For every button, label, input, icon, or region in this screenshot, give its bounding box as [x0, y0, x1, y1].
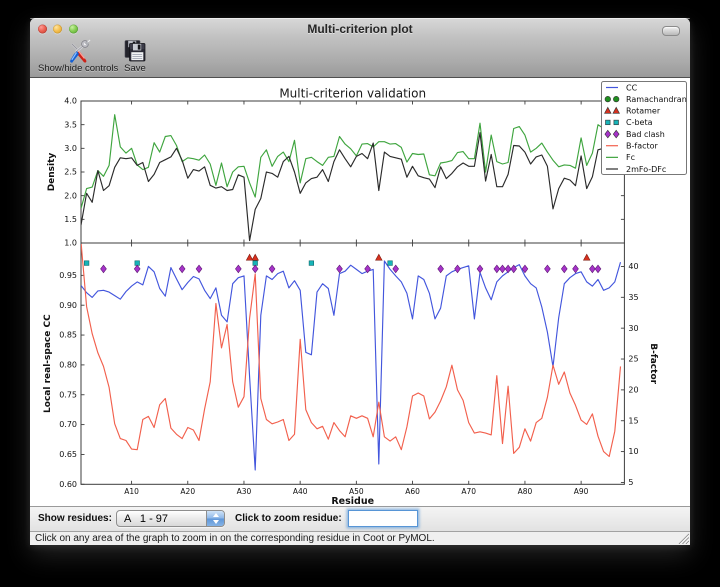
app-window: Multi-criterion plot [30, 18, 690, 545]
save-icon [122, 39, 148, 63]
svg-text:A70: A70 [461, 487, 476, 496]
svg-text:Multi-criterion validation: Multi-criterion validation [279, 87, 426, 101]
save-button[interactable]: Save [115, 40, 155, 76]
svg-text:2.5: 2.5 [64, 168, 77, 177]
svg-text:40: 40 [628, 262, 638, 271]
svg-text:30: 30 [628, 324, 638, 333]
series-B-factor [81, 244, 622, 458]
legend-label-Rotamer: Rotamer [626, 107, 661, 116]
show-hide-controls-button[interactable]: Show/hide controls [38, 39, 119, 76]
svg-text:B-factor: B-factor [648, 343, 658, 384]
legend-label-2mFo-DFc: 2mFo-DFc [626, 165, 666, 174]
zoom-residue-label: Click to zoom residue: [235, 513, 342, 524]
svg-text:A90: A90 [574, 487, 589, 496]
title-bar[interactable]: Multi-criterion plot [30, 18, 690, 40]
svg-text:A80: A80 [518, 487, 533, 496]
close-button[interactable] [37, 24, 47, 34]
svg-text:A50: A50 [349, 487, 364, 496]
controls-bar: Show residues: A 1 - 97 Click to zoom re… [30, 506, 690, 531]
tools-icon [65, 39, 91, 63]
svg-text:3.0: 3.0 [64, 144, 77, 153]
outliers-rotamer [245, 253, 591, 261]
plot-legend: CC Ramachandran Rotamer C-beta Bad clash B-fa… [601, 81, 687, 175]
series-CC [81, 260, 622, 471]
svg-text:25: 25 [628, 355, 638, 364]
svg-text:A30: A30 [237, 487, 252, 496]
window-title: Multi-criterion plot [307, 22, 413, 36]
legend-label-Ramachandran: Ramachandran [626, 95, 687, 104]
svg-text:A10: A10 [124, 487, 139, 496]
svg-text:20: 20 [628, 385, 638, 394]
svg-text:Density: Density [47, 153, 57, 192]
legend-label-C-beta: C-beta [626, 118, 653, 127]
legend-label-B-factor: B-factor [626, 142, 659, 151]
select-stepper-icon[interactable] [206, 511, 224, 526]
svg-text:1.5: 1.5 [64, 215, 77, 224]
toolbar-collapse-pill[interactable] [662, 26, 680, 36]
window-chrome: Multi-criterion plot [30, 18, 690, 78]
svg-text:2.0: 2.0 [64, 191, 77, 200]
svg-text:0.75: 0.75 [59, 390, 77, 399]
svg-text:10: 10 [628, 447, 638, 456]
zoom-button[interactable] [68, 24, 78, 34]
show-residues-label: Show residues: [38, 513, 112, 524]
svg-text:A40: A40 [293, 487, 308, 496]
outliers-c-beta [84, 260, 393, 266]
svg-text:A20: A20 [180, 487, 195, 496]
legend-label-Fc: Fc [626, 153, 635, 162]
svg-text:0.65: 0.65 [59, 450, 77, 459]
multi-criterion-chart[interactable]: Multi-criterion validation A10 A20 A30 A40 A5… [30, 78, 690, 507]
svg-text:Local real-space CC: Local real-space CC [43, 314, 53, 413]
series-2mFo-DFc [81, 132, 621, 242]
svg-text:15: 15 [628, 416, 638, 425]
resize-grip[interactable] [678, 533, 689, 544]
svg-text:5: 5 [628, 478, 633, 487]
svg-text:0.60: 0.60 [59, 480, 77, 489]
svg-text:1.0: 1.0 [64, 239, 77, 248]
plot-figure[interactable]: Multi-criterion validation A10 A20 A30 A40 A5… [30, 78, 690, 507]
svg-text:4.0: 4.0 [64, 97, 77, 106]
series-Fc [81, 114, 621, 209]
status-text: Click on any area of the graph to zoom i… [35, 533, 435, 544]
status-bar: Click on any area of the graph to zoom i… [30, 531, 690, 545]
svg-text:A60: A60 [405, 487, 420, 496]
show-hide-controls-label: Show/hide controls [38, 63, 119, 74]
zoom-residue-input[interactable] [348, 510, 418, 527]
save-label: Save [124, 63, 146, 74]
outliers-bad-clash [100, 264, 602, 274]
svg-text:Residue: Residue [331, 496, 374, 506]
chain-range-value: A 1 - 97 [124, 513, 169, 525]
stepper-up-arrow-icon [212, 513, 219, 517]
minimize-button[interactable] [53, 24, 62, 34]
toolbar: Show/hide controls [30, 39, 690, 78]
stepper-down-arrow-icon [212, 520, 219, 524]
legend-box [601, 81, 687, 175]
svg-text:0.95: 0.95 [59, 271, 77, 280]
svg-text:0.90: 0.90 [59, 301, 77, 310]
svg-text:0.70: 0.70 [59, 420, 77, 429]
svg-text:3.5: 3.5 [64, 120, 77, 129]
chain-range-select[interactable]: A 1 - 97 [116, 510, 225, 527]
svg-text:35: 35 [628, 293, 638, 302]
svg-text:0.80: 0.80 [59, 361, 77, 370]
legend-label-CC: CC [626, 83, 638, 92]
svg-text:0.85: 0.85 [59, 331, 77, 340]
legend-label-Bad clash: Bad clash [626, 130, 665, 139]
